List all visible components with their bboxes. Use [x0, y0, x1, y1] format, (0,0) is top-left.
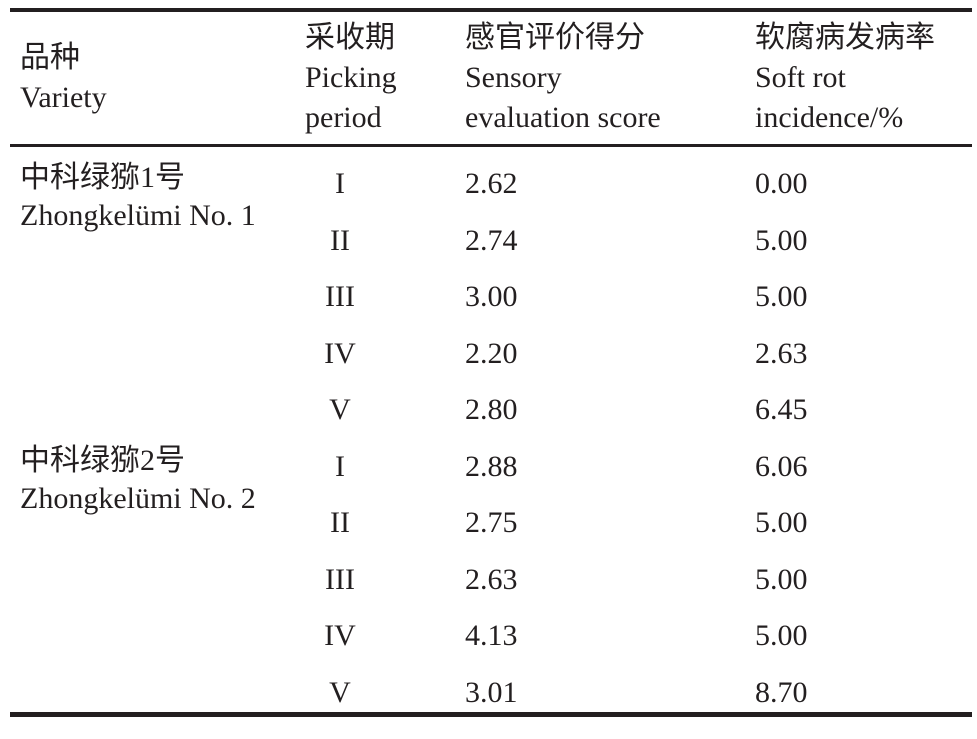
incidence-value: 2.63 [755, 336, 808, 370]
score-cell: 2.88 [465, 430, 755, 487]
score-value: 2.62 [465, 167, 518, 201]
period-cell: I [305, 147, 465, 204]
header-sensory-score-zh: 感官评价得分 [465, 21, 645, 54]
variety-cell: 中科绿猕1号 Zhongkelümi No. 1 [10, 147, 305, 430]
header-sensory-score: 感官评价得分 Sensory evaluation score [465, 12, 755, 147]
period-cell: V [305, 656, 465, 713]
score-cell: 2.80 [465, 373, 755, 430]
incidence-value: 5.00 [755, 562, 808, 596]
score-cell: 3.00 [465, 260, 755, 317]
incidence-value: 5.00 [755, 506, 808, 540]
score-cell: 2.75 [465, 486, 755, 543]
incidence-cell: 6.06 [755, 430, 972, 487]
period-cell: V [305, 373, 465, 430]
incidence-value: 5.00 [755, 223, 808, 257]
variety-cell: 中科绿猕2号 Zhongkelümi No. 2 [10, 430, 305, 713]
period-value: V [329, 393, 351, 427]
period-cell: IV [305, 317, 465, 374]
period-value: II [330, 506, 350, 540]
period-cell: II [305, 486, 465, 543]
period-value: III [325, 562, 355, 596]
incidence-cell: 5.00 [755, 204, 972, 261]
score-cell: 3.01 [465, 656, 755, 713]
score-cell: 2.74 [465, 204, 755, 261]
incidence-cell: 5.00 [755, 599, 972, 656]
score-cell: 2.62 [465, 147, 755, 204]
header-picking-period-zh: 采收期 [305, 21, 395, 54]
results-table: 品种 Variety 采收期 Picking period 感官评价得分 Sen… [10, 8, 972, 717]
incidence-value: 6.45 [755, 393, 808, 427]
variety-name-zh: 中科绿猕2号 [20, 443, 185, 477]
header-sensory-score-en1: Sensory [465, 61, 562, 94]
period-cell: II [305, 204, 465, 261]
score-value: 3.01 [465, 675, 518, 709]
incidence-cell: 6.45 [755, 373, 972, 430]
period-value: IV [324, 336, 356, 370]
incidence-cell: 5.00 [755, 260, 972, 317]
header-variety: 品种 Variety [10, 12, 305, 147]
incidence-cell: 0.00 [755, 147, 972, 204]
incidence-value: 6.06 [755, 449, 808, 483]
period-cell: IV [305, 599, 465, 656]
incidence-value: 8.70 [755, 675, 808, 709]
score-cell: 2.20 [465, 317, 755, 374]
incidence-value: 0.00 [755, 167, 808, 201]
header-variety-zh: 品种 [20, 41, 80, 74]
period-cell: III [305, 260, 465, 317]
score-value: 2.88 [465, 449, 518, 483]
period-value: IV [324, 619, 356, 653]
period-value: I [335, 167, 345, 201]
header-soft-rot-incidence-zh: 软腐病发病率 [755, 21, 935, 54]
header-soft-rot-incidence: 软腐病发病率 Soft rot incidence/% [755, 12, 972, 147]
score-cell: 4.13 [465, 599, 755, 656]
period-cell: I [305, 430, 465, 487]
period-value: III [325, 280, 355, 314]
variety-name-zh: 中科绿猕1号 [20, 161, 185, 194]
incidence-value: 5.00 [755, 280, 808, 314]
score-value: 2.74 [465, 223, 518, 257]
score-value: 2.80 [465, 393, 518, 427]
period-cell: III [305, 543, 465, 600]
variety-name-en: Zhongkelümi No. 2 [20, 481, 256, 515]
header-picking-period: 采收期 Picking period [305, 12, 465, 147]
variety-name-en: Zhongkelümi No. 1 [20, 199, 256, 232]
header-soft-rot-incidence-en2: incidence/% [755, 101, 904, 134]
header-picking-period-en2: period [305, 101, 382, 134]
score-value: 4.13 [465, 619, 518, 653]
header-picking-period-en1: Picking [305, 61, 397, 94]
header-soft-rot-incidence-en1: Soft rot [755, 61, 846, 94]
header-sensory-score-en2: evaluation score [465, 101, 661, 134]
period-value: II [330, 223, 350, 257]
incidence-cell: 5.00 [755, 486, 972, 543]
score-value: 3.00 [465, 280, 518, 314]
incidence-cell: 2.63 [755, 317, 972, 374]
header-variety-en: Variety [20, 81, 107, 114]
period-value: I [335, 449, 345, 483]
period-value: V [329, 675, 351, 709]
score-value: 2.20 [465, 336, 518, 370]
score-value: 2.63 [465, 562, 518, 596]
score-value: 2.75 [465, 506, 518, 540]
incidence-cell: 8.70 [755, 656, 972, 713]
incidence-cell: 5.00 [755, 543, 972, 600]
score-cell: 2.63 [465, 543, 755, 600]
incidence-value: 5.00 [755, 619, 808, 653]
